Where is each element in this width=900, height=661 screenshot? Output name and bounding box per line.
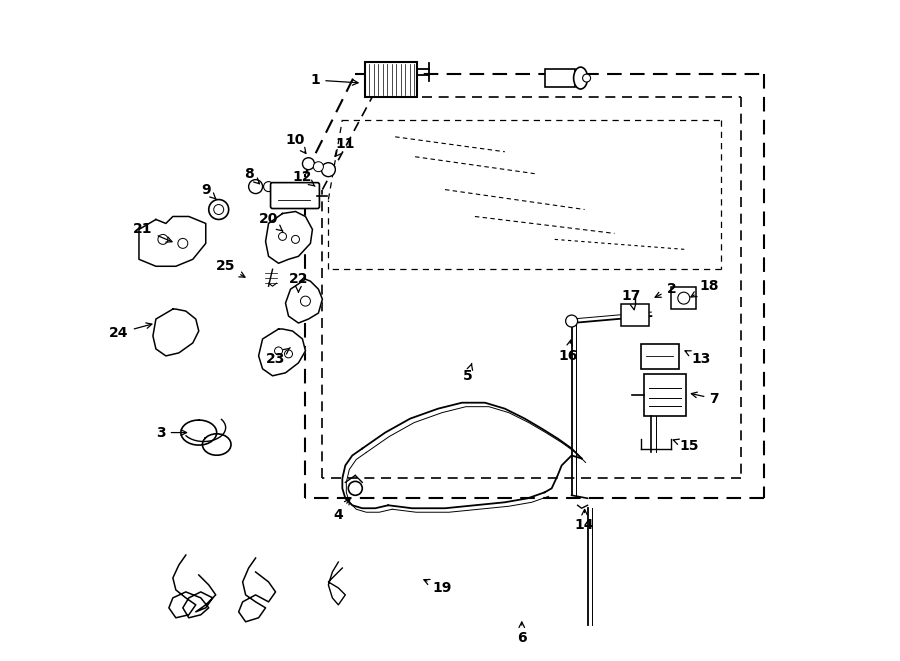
Text: 4: 4 [334,499,350,522]
Circle shape [248,180,263,194]
Text: 3: 3 [156,426,186,440]
Text: 5: 5 [464,364,472,383]
Text: 17: 17 [622,289,641,310]
Text: 10: 10 [286,133,306,153]
Polygon shape [258,329,305,376]
Circle shape [582,74,590,82]
Circle shape [292,235,300,243]
Text: 24: 24 [109,323,152,340]
Text: 18: 18 [691,279,719,297]
Polygon shape [285,279,322,323]
Text: 16: 16 [558,340,577,363]
Polygon shape [139,217,206,266]
Circle shape [321,163,336,176]
Circle shape [158,235,168,245]
Polygon shape [266,212,312,263]
Text: 22: 22 [289,272,308,292]
Text: 15: 15 [673,438,699,453]
FancyBboxPatch shape [642,344,680,369]
Text: 1: 1 [310,73,358,87]
Text: 21: 21 [133,223,172,242]
Circle shape [178,239,188,249]
Text: 7: 7 [691,392,719,406]
FancyBboxPatch shape [671,287,697,309]
Circle shape [264,182,274,192]
Text: 8: 8 [244,167,259,184]
FancyBboxPatch shape [622,304,650,326]
Circle shape [284,350,292,358]
Text: 20: 20 [259,212,283,231]
Text: 6: 6 [517,622,526,644]
Circle shape [209,200,229,219]
Circle shape [213,204,224,214]
Circle shape [565,315,578,327]
FancyBboxPatch shape [271,182,320,208]
Circle shape [678,292,689,304]
Text: 14: 14 [575,510,594,532]
Polygon shape [153,309,199,356]
Text: 19: 19 [424,580,452,595]
Text: 2: 2 [655,282,676,297]
Text: 9: 9 [201,182,216,199]
Text: 11: 11 [335,137,356,157]
Circle shape [302,158,314,170]
FancyBboxPatch shape [365,62,417,97]
Ellipse shape [573,67,588,89]
FancyBboxPatch shape [644,374,687,416]
Circle shape [301,296,310,306]
Text: 12: 12 [292,170,315,186]
Text: 25: 25 [216,259,245,277]
Circle shape [274,347,283,355]
FancyBboxPatch shape [544,69,574,87]
Circle shape [313,162,323,172]
Text: 23: 23 [266,348,290,366]
Circle shape [278,233,286,241]
Circle shape [348,481,363,495]
Text: 13: 13 [685,351,711,366]
